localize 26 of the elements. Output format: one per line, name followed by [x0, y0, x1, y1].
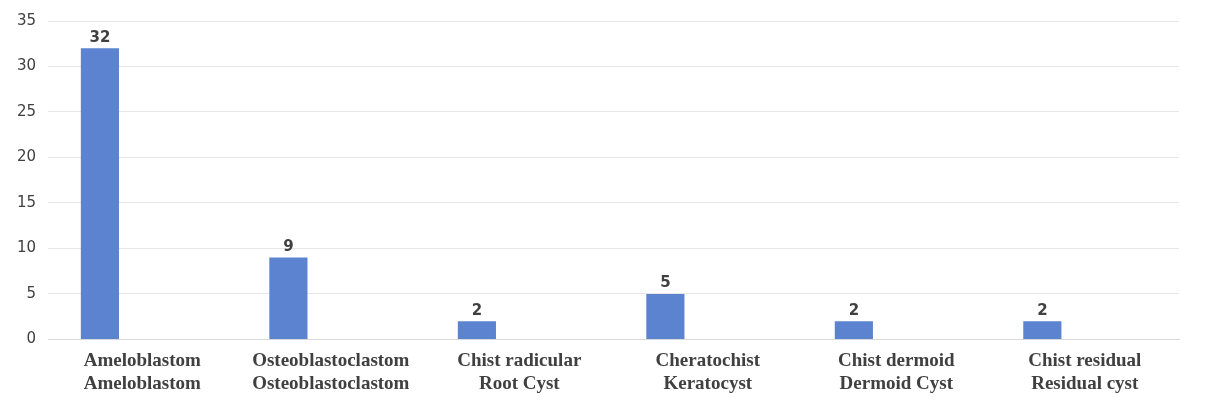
- data-label: 5: [660, 273, 671, 292]
- x-tick-label: Osteoblastoclastom Osteoblastoclastom: [252, 348, 410, 393]
- data-label: 2: [471, 300, 483, 319]
- data-label: 2: [848, 300, 860, 319]
- data-label: 32: [89, 27, 111, 46]
- y-tick-label: 25: [16, 101, 37, 120]
- y-tick-label: 20: [16, 147, 37, 166]
- data-label: 9: [283, 236, 294, 255]
- bar: [457, 321, 496, 339]
- y-tick-label: 0: [26, 329, 37, 348]
- y-tick-label: 15: [16, 192, 37, 211]
- y-tick-label: 5: [26, 283, 37, 302]
- x-tick-label: Chist residual Residual cyst: [1028, 348, 1142, 393]
- bar: [1023, 321, 1062, 339]
- y-tick-label: 35: [16, 10, 37, 29]
- y-tick-label: 30: [16, 56, 37, 75]
- data-label: 2: [1037, 300, 1048, 319]
- bar: [646, 293, 685, 339]
- x-tick-label: Cheratochist Keratocyst: [655, 348, 761, 393]
- x-tick-label: Ameloblastom Ameloblastom: [83, 348, 202, 393]
- bar: [269, 257, 308, 339]
- bar: [80, 48, 120, 339]
- bar: [834, 321, 873, 339]
- x-tick-label: Chist dermoid Dermoid Cyst: [837, 348, 956, 393]
- y-tick-label: 10: [16, 238, 37, 257]
- x-tick-label: Chist radicular Root Cyst: [457, 348, 582, 393]
